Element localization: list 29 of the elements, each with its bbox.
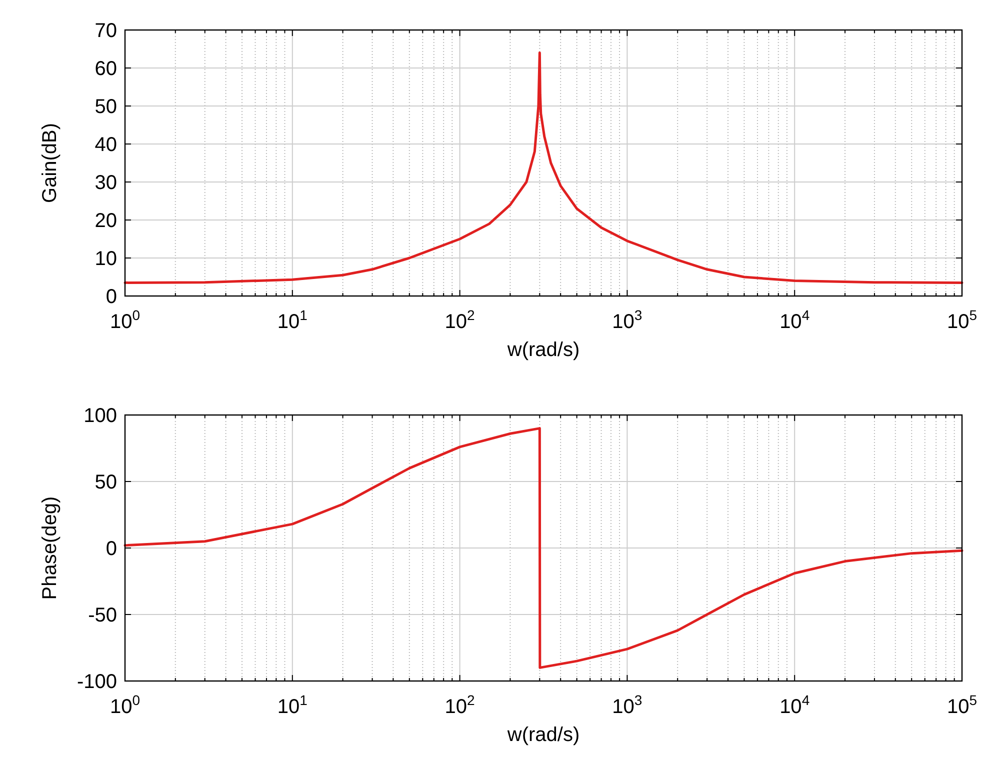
y-tick-label: -50 [88,604,117,626]
x-tick-label: 10$^{4}$ [780,307,810,333]
y-tick-label: 100 [84,405,117,427]
y-tick-label: 0 [106,286,117,308]
x-tick-label: 10$^{2}$ [444,692,476,718]
y-tick-label: 0 [106,538,117,560]
x-tick-label: 10$^{3}$ [612,307,642,333]
y-tick-label: 20 [94,210,117,232]
x-tick-label: 10$^{4}$ [780,692,810,718]
y-tick-label: 30 [94,172,117,194]
y-tick-label: 50 [94,472,117,494]
y-tick-label: 10 [94,248,117,270]
x-tick-label: 10$^{0}$ [110,307,140,333]
y-tick-label: 60 [94,58,117,80]
y-tick-label: 50 [94,96,117,118]
x-tick-label: 10$^{1}$ [277,307,308,333]
y-axis-title: Phase(deg) [39,496,61,600]
y-tick-label: 40 [94,134,117,156]
x-tick-label: 10$^{3}$ [612,692,642,718]
x-tick-label: 10$^{5}$ [946,692,978,718]
y-tick-label: 70 [94,20,117,42]
y-axis-title: Gain(dB) [39,122,61,204]
y-tick-label: -100 [76,671,117,693]
x-tick-label: 10$^{1}$ [277,692,308,718]
x-axis-title: w(rad/s) [506,724,580,746]
x-tick-label: 10$^{2}$ [444,307,476,333]
x-axis-title: w(rad/s) [506,339,580,361]
x-tick-label: 10$^{5}$ [946,307,978,333]
x-tick-label: 10$^{0}$ [110,692,140,718]
